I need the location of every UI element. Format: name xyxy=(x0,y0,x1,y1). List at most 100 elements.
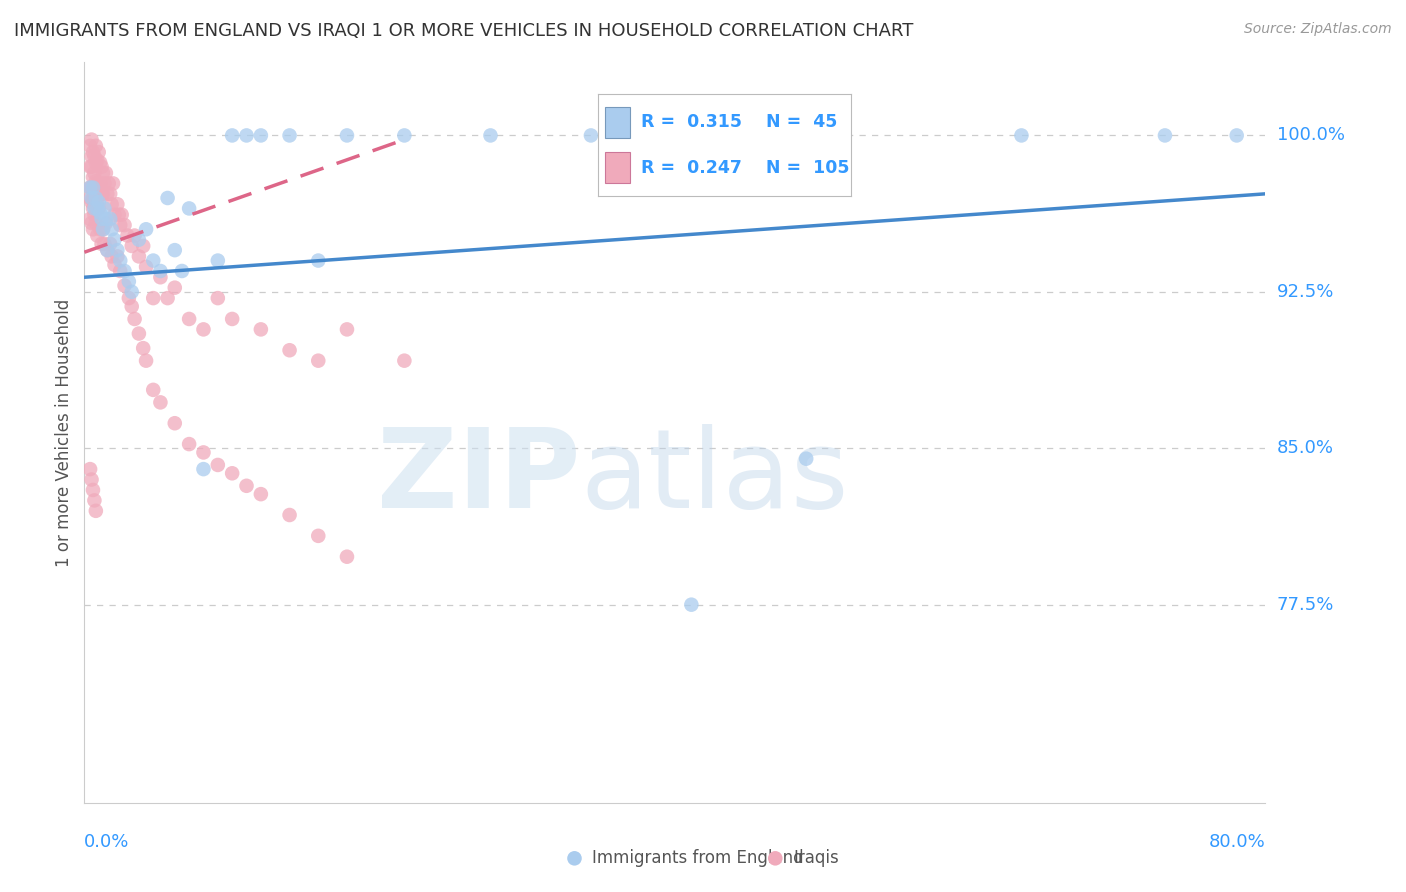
Point xyxy=(89,155,111,169)
Point xyxy=(221,128,243,143)
Point xyxy=(79,180,101,194)
Point xyxy=(91,222,114,236)
Point xyxy=(105,197,128,211)
Point xyxy=(89,205,111,219)
Point xyxy=(114,264,136,278)
Point xyxy=(235,479,257,493)
Point xyxy=(80,195,103,210)
Point xyxy=(79,180,101,194)
Point xyxy=(221,467,243,481)
Point xyxy=(94,216,117,230)
Point xyxy=(103,233,125,247)
Point xyxy=(114,278,136,293)
Point xyxy=(89,177,111,191)
Bar xyxy=(605,107,630,137)
Point xyxy=(193,322,215,336)
Point xyxy=(479,128,502,143)
Point xyxy=(91,222,114,236)
Point xyxy=(142,383,165,397)
Point xyxy=(128,326,150,341)
Text: R =  0.247    N =  105: R = 0.247 N = 105 xyxy=(641,159,849,177)
Point xyxy=(80,473,103,487)
Point xyxy=(170,264,193,278)
Point xyxy=(86,228,108,243)
Point xyxy=(118,274,141,288)
Point xyxy=(87,202,110,216)
Point xyxy=(87,195,110,210)
Point xyxy=(90,211,112,226)
Point xyxy=(84,191,107,205)
Point xyxy=(121,300,143,314)
Point xyxy=(79,160,101,174)
Point xyxy=(82,180,104,194)
Point xyxy=(80,180,103,194)
Point xyxy=(132,239,155,253)
Point xyxy=(98,211,121,226)
Point xyxy=(163,281,186,295)
Point xyxy=(83,186,105,201)
Point xyxy=(83,208,105,222)
Point xyxy=(394,128,416,143)
Point xyxy=(193,462,215,476)
Point xyxy=(163,416,186,430)
Point xyxy=(163,243,186,257)
Text: ZIP: ZIP xyxy=(377,424,581,531)
Point xyxy=(93,177,115,191)
Point xyxy=(121,285,143,299)
Point xyxy=(278,343,301,358)
Point xyxy=(128,233,150,247)
Point xyxy=(278,128,301,143)
Point xyxy=(93,202,115,216)
Point xyxy=(193,445,215,459)
Point xyxy=(100,197,122,211)
Point xyxy=(80,216,103,230)
Point xyxy=(681,598,703,612)
Point xyxy=(100,249,122,263)
Text: atlas: atlas xyxy=(581,424,849,531)
Y-axis label: 1 or more Vehicles in Household: 1 or more Vehicles in Household xyxy=(55,299,73,566)
Point xyxy=(82,191,104,205)
Point xyxy=(82,145,104,160)
Point xyxy=(1154,128,1177,143)
Point xyxy=(156,291,179,305)
Point xyxy=(128,249,150,263)
Point xyxy=(124,312,146,326)
Point xyxy=(250,128,273,143)
Point xyxy=(82,483,104,497)
Point xyxy=(307,353,329,368)
Point xyxy=(84,216,107,230)
Text: 0.0%: 0.0% xyxy=(84,833,129,851)
Point xyxy=(80,133,103,147)
Point xyxy=(86,177,108,191)
Point xyxy=(207,253,229,268)
Point xyxy=(96,243,118,257)
Text: 100.0%: 100.0% xyxy=(1277,127,1344,145)
Point xyxy=(83,166,105,180)
Point xyxy=(135,222,157,236)
Text: Iraqis: Iraqis xyxy=(793,849,839,867)
Bar xyxy=(605,153,630,183)
Point xyxy=(179,202,201,216)
Point xyxy=(207,291,229,305)
Point xyxy=(336,549,359,564)
Point xyxy=(142,291,165,305)
Point xyxy=(82,222,104,236)
Point xyxy=(105,249,128,263)
Point xyxy=(179,312,201,326)
Text: Source: ZipAtlas.com: Source: ZipAtlas.com xyxy=(1244,22,1392,37)
Point xyxy=(103,208,125,222)
Point xyxy=(79,191,101,205)
Point xyxy=(235,128,257,143)
Point xyxy=(87,145,110,160)
Point xyxy=(307,253,329,268)
Point xyxy=(87,180,110,194)
Point xyxy=(149,270,172,285)
Point xyxy=(90,186,112,201)
Point xyxy=(117,228,139,243)
Point xyxy=(101,177,124,191)
Point xyxy=(86,202,108,216)
Point xyxy=(96,243,118,257)
Point xyxy=(79,211,101,226)
Point xyxy=(79,462,101,476)
Point xyxy=(84,155,107,169)
